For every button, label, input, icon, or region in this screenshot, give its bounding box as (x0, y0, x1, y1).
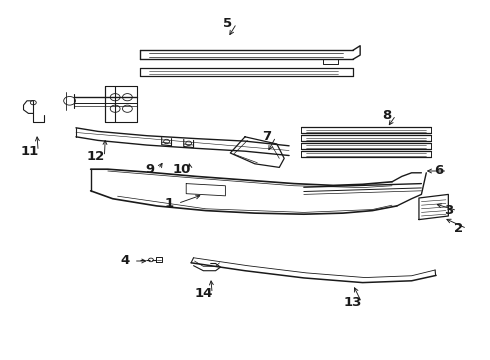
Text: 12: 12 (86, 150, 105, 163)
Text: 6: 6 (434, 165, 443, 177)
Text: 13: 13 (343, 296, 362, 309)
Text: 9: 9 (145, 163, 154, 176)
Text: 10: 10 (172, 163, 191, 176)
Text: 3: 3 (444, 204, 453, 217)
Text: 8: 8 (383, 109, 392, 122)
Text: 7: 7 (263, 130, 271, 143)
Text: 5: 5 (223, 17, 232, 30)
Text: 2: 2 (454, 222, 463, 235)
Text: 11: 11 (20, 145, 39, 158)
Text: 14: 14 (194, 287, 213, 300)
Text: 1: 1 (165, 197, 173, 210)
Text: 4: 4 (121, 255, 129, 267)
